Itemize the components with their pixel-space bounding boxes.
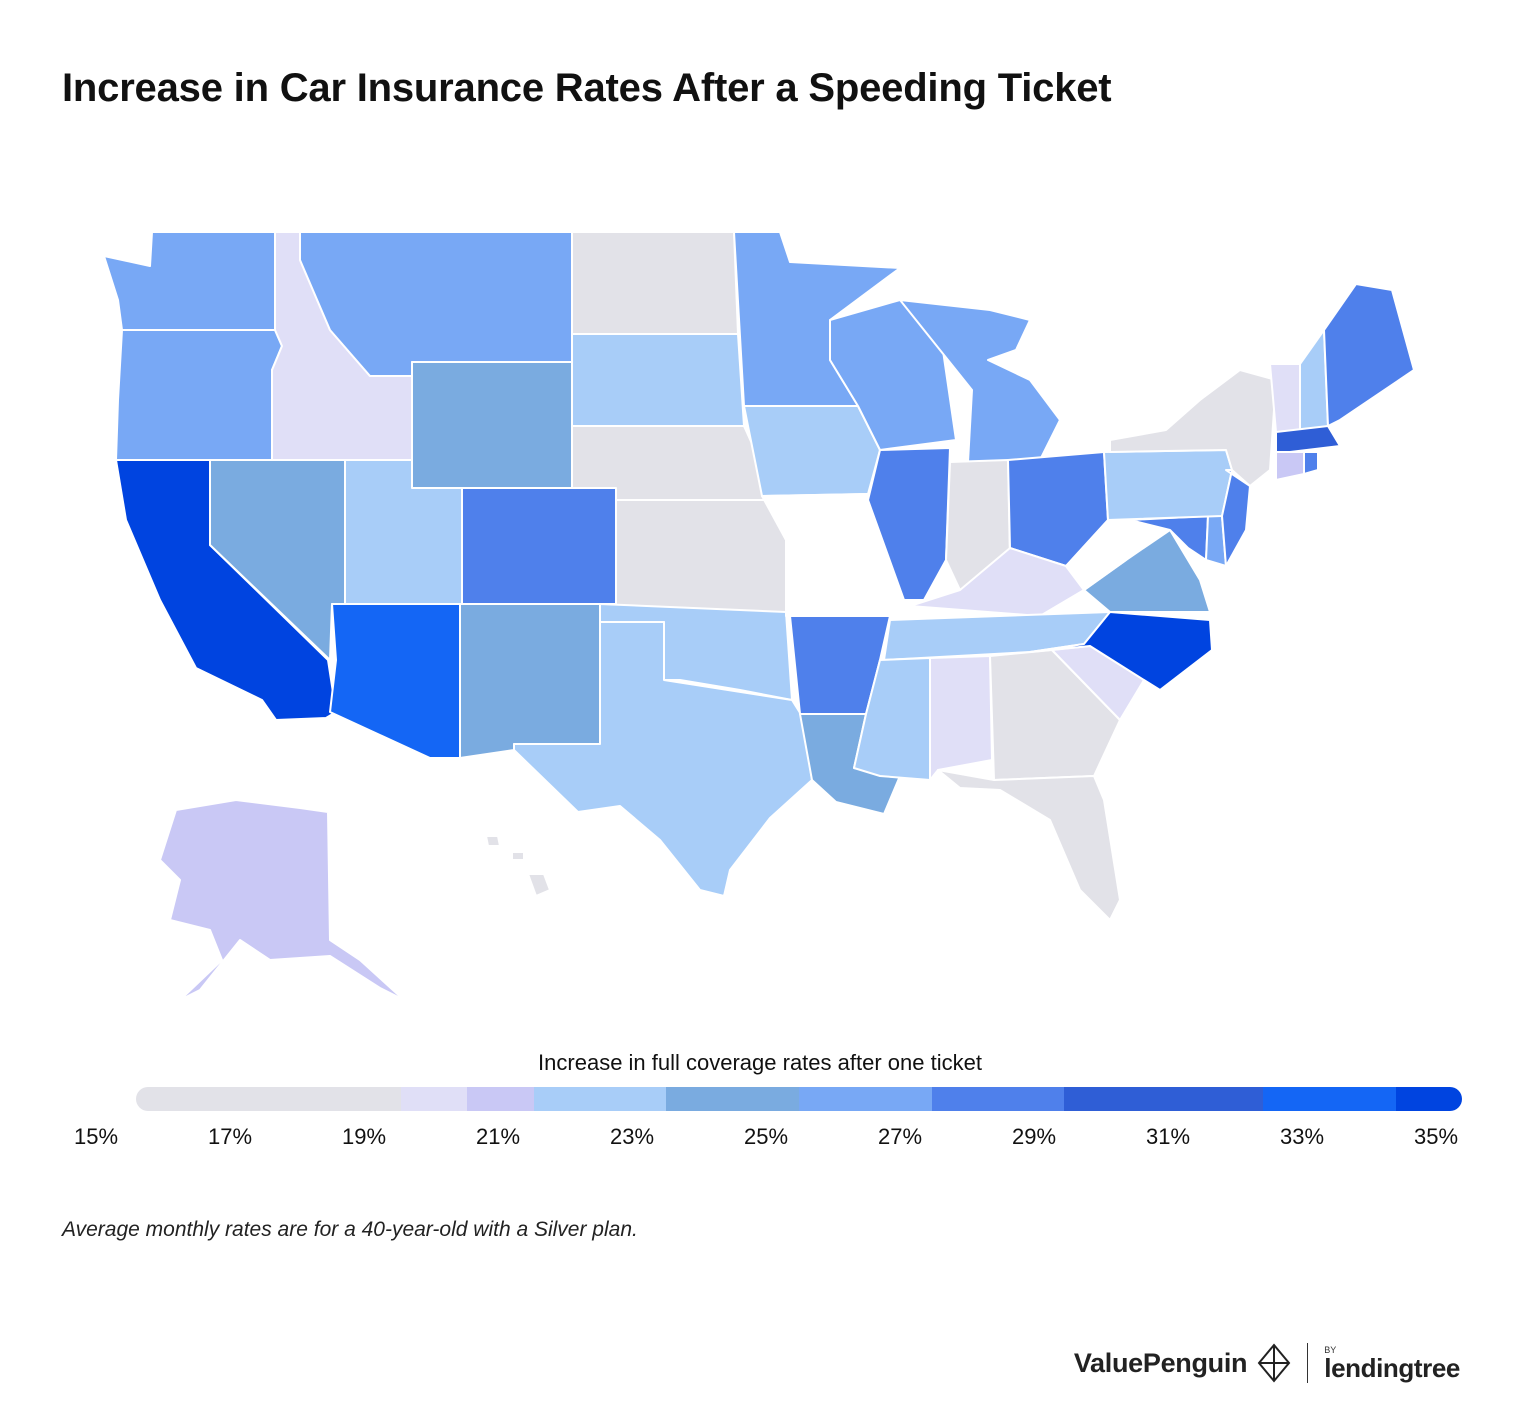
legend-segment	[666, 1087, 799, 1111]
legend-tick-label: 29%	[1011, 1124, 1057, 1149]
legend-ticks: 15% 17% 19% 21% 23% 25% 27% 29% 31% 33% 35%	[0, 1124, 1520, 1154]
state-vermont[interactable]	[1269, 363, 1301, 433]
lendingtree-by-label: BY	[1324, 1344, 1337, 1355]
state-kansas[interactable]	[615, 499, 787, 613]
footnote: Average monthly rates are for a 40-year-…	[62, 1218, 638, 1241]
legend-color-bar	[136, 1087, 1462, 1111]
state-alaska[interactable]	[159, 799, 405, 1001]
state-nebraska[interactable]	[571, 425, 769, 501]
legend-segment	[1064, 1087, 1264, 1111]
state-michigan[interactable]	[899, 299, 1061, 463]
state-massachusetts[interactable]	[1275, 425, 1341, 453]
legend-segment	[931, 1087, 1065, 1111]
legend-tick-label: 31%	[1145, 1124, 1191, 1149]
legend-segment	[1395, 1087, 1462, 1111]
valuepenguin-logo: ValuePenguin	[1073, 1347, 1248, 1378]
legend-title: Increase in full coverage rates after on…	[538, 1050, 982, 1075]
chart-title: Increase in Car Insurance Rates After a …	[62, 66, 1112, 110]
legend-tick-label: 35%	[1413, 1124, 1459, 1149]
state-maine[interactable]	[1323, 283, 1415, 427]
state-connecticut[interactable]	[1275, 451, 1305, 481]
legend-segment	[533, 1087, 667, 1111]
legend-tick-label: 15%	[73, 1124, 119, 1149]
legend-tick-label: 25%	[743, 1124, 789, 1149]
legend-segment	[798, 1087, 932, 1111]
legend-tick-label: 23%	[609, 1124, 655, 1149]
lendingtree-logo: BY lendingtree	[1324, 1344, 1460, 1383]
state-pennsylvania[interactable]	[1103, 449, 1233, 521]
legend-segment	[268, 1087, 402, 1111]
state-rhode-island[interactable]	[1303, 451, 1319, 475]
brand-separator	[1307, 1343, 1309, 1383]
state-alabama[interactable]	[929, 655, 993, 781]
state-north-dakota[interactable]	[571, 231, 739, 335]
legend-segment	[467, 1087, 534, 1111]
legend-tick-label: 27%	[877, 1124, 923, 1149]
brand-logos: ValuePenguin BY lendingtree	[1074, 1338, 1460, 1388]
legend-segment	[136, 1087, 269, 1111]
legend-segment	[401, 1087, 468, 1111]
valuepenguin-icon	[1257, 1343, 1291, 1383]
state-washington[interactable]	[103, 231, 276, 331]
state-oregon[interactable]	[115, 329, 283, 461]
state-new-mexico[interactable]	[459, 603, 601, 759]
state-illinois[interactable]	[867, 447, 951, 601]
state-colorado[interactable]	[461, 487, 617, 605]
legend-tick-label: 21%	[475, 1124, 521, 1149]
state-south-dakota[interactable]	[571, 333, 745, 427]
legend-tick-label: 19%	[341, 1124, 387, 1149]
legend-segment	[1263, 1087, 1396, 1111]
state-florida[interactable]	[937, 769, 1121, 921]
state-texas[interactable]	[513, 621, 813, 897]
state-wyoming[interactable]	[411, 361, 573, 489]
lendingtree-wordmark: lendingtree	[1324, 1352, 1460, 1383]
state-north-carolina[interactable]	[1029, 611, 1213, 691]
legend-tick-label: 33%	[1279, 1124, 1325, 1149]
state-hawaii[interactable]	[485, 835, 551, 897]
state-arizona[interactable]	[329, 603, 461, 759]
state-iowa[interactable]	[743, 405, 881, 497]
legend-tick-label: 17%	[207, 1124, 253, 1149]
